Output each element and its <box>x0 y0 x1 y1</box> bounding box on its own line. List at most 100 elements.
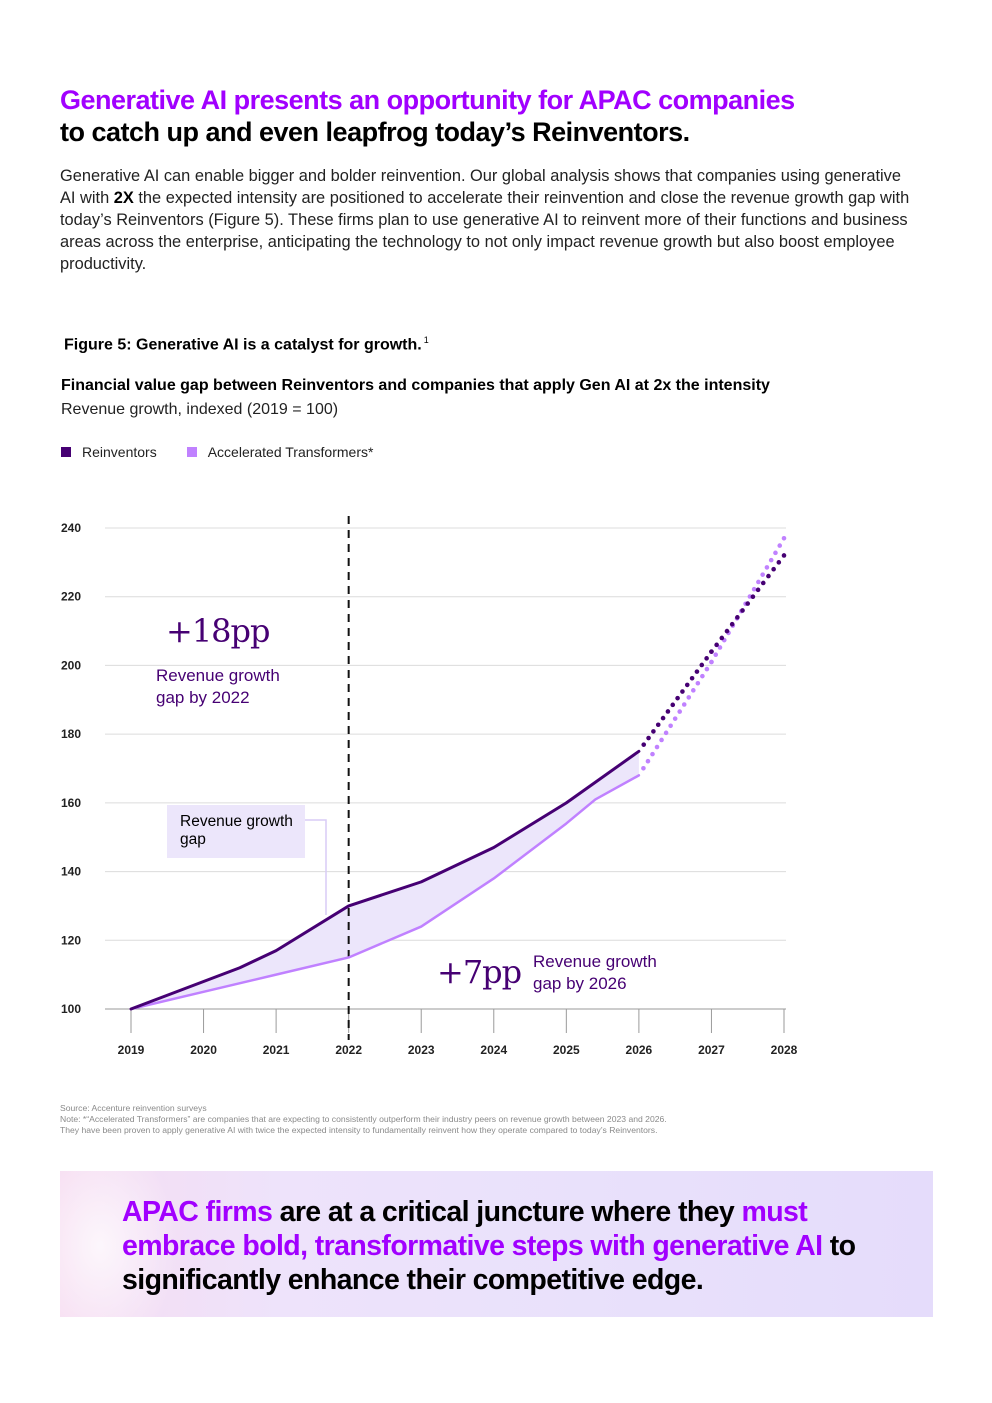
x-tick-label-2019: 2019 <box>118 1043 145 1057</box>
headline-line-2: to catch up and even leapfrog today’s Re… <box>60 117 690 147</box>
legend-swatch-reinventors <box>61 447 71 457</box>
banner-seg-4: to significantly enhance their competiti… <box>122 1230 856 1296</box>
series-0-projected-dot-7 <box>675 695 680 701</box>
series-1-projected-dot-18 <box>717 645 723 650</box>
series-1-projected-dot-0 <box>641 765 646 771</box>
series-0-projected-dot-11 <box>694 669 700 674</box>
series-0-projected-dot-27 <box>771 566 776 572</box>
series-0-projected-dot-3 <box>655 722 661 728</box>
series-0-projected-dot-26 <box>766 573 771 579</box>
series-1-projected-dot-29 <box>764 565 770 570</box>
series-1-projected-dot-6 <box>668 723 673 729</box>
gap-callout-label: Revenue growth gap <box>180 813 293 848</box>
series-0-projected-dot-15 <box>709 649 714 654</box>
gap-2022-label: Revenue growth gap by 2022 <box>156 665 280 709</box>
series-0-projected-dot-9 <box>684 682 690 688</box>
y-tick-label-120: 120 <box>61 933 81 947</box>
series-0-projected-dot-0 <box>641 742 647 747</box>
line-chart: 100 120 140 160 180 200 220 240 2019 2020 2021 2022… <box>61 516 798 1057</box>
y-tick-label-160: 160 <box>61 796 81 810</box>
legend-item-accelerated: Accelerated Transformers* <box>186 444 374 460</box>
figure-title: Figure 5: Generative AI is a catalyst fo… <box>64 335 429 354</box>
series-0-projected-dot-20 <box>735 615 740 620</box>
figure-title-text: Figure 5: Generative AI is a catalyst fo… <box>64 336 422 354</box>
series-1-projected-dot-26 <box>751 586 757 592</box>
legend-label-accelerated: Accelerated Transformers* <box>207 444 374 460</box>
series-1-projected-dot-13 <box>700 673 705 679</box>
banner-seg-3: must embrace bold, transformative steps … <box>122 1196 823 1262</box>
headline: Generative AI presents an opportunity fo… <box>60 84 940 148</box>
series-line-1 <box>129 774 641 1011</box>
series-1-projected-dot-16 <box>709 659 714 665</box>
series-0-projected-dot-22 <box>745 601 751 606</box>
footnote-ref[interactable]: 1 <box>423 335 429 345</box>
series-0-projected-dot-10 <box>689 675 695 681</box>
series-0-projected-dot-25 <box>760 580 766 586</box>
chart-subtitle: Revenue growth, indexed (2019 = 100) <box>61 401 339 418</box>
y-tick-label-220: 220 <box>61 590 81 604</box>
series-1-projected-dot-11 <box>691 688 696 693</box>
body-bold: 2X <box>113 189 134 207</box>
series-1-projected-dot-17 <box>713 652 719 658</box>
series-0-projected-dot-12 <box>699 662 705 668</box>
series-1-projected-dot-5 <box>663 730 669 736</box>
footnote-note-1: Note: *“Accelerated Transformers” are co… <box>60 1114 667 1124</box>
footnote-note-2: They have been proven to apply generativ… <box>60 1125 658 1135</box>
body-paragraph: Generative AI can enable bigger and bold… <box>60 165 920 275</box>
series-1-projected-dot-14 <box>704 666 710 672</box>
x-tick-label-2020: 2020 <box>190 1043 217 1057</box>
series-0-projected-dot-1 <box>646 735 651 741</box>
series-1-projected-dot-8 <box>677 709 683 714</box>
series-0-projected-dot-2 <box>651 729 656 734</box>
footnote-source: Source: Accenture reinvention surveys <box>60 1103 207 1113</box>
series-0-projected-dot-23 <box>750 594 756 600</box>
series-0-projected-dot-29 <box>781 553 787 558</box>
legend-swatch-accelerated <box>186 447 197 457</box>
x-tick-label-2026: 2026 <box>626 1043 653 1057</box>
banner-seg-1: APAC firms <box>122 1196 273 1228</box>
series-1-projected-dot-3 <box>654 744 660 750</box>
series-0-projected-dot-4 <box>660 715 666 721</box>
series-1-projected-dot-31 <box>773 550 778 556</box>
series-1-projected-dot-2 <box>650 751 655 757</box>
body-part-1: Generative AI can enable bigger and bold… <box>60 167 901 207</box>
series-0-projected-dot-21 <box>740 608 745 613</box>
series-0-projected-dot-18 <box>724 628 730 634</box>
legend-label-reinventors: Reinventors <box>82 444 157 460</box>
gap-2026-value: +7pp <box>437 953 522 991</box>
body-part-2: the expected intensity are positioned to… <box>60 189 910 273</box>
footnotes: Source: Accenture reinvention surveys No… <box>60 1103 667 1136</box>
banner-seg-2: are at a critical juncture where they <box>272 1196 742 1228</box>
series-1-projected-dot-1 <box>645 758 651 764</box>
series-1-projected-dot-10 <box>686 695 692 700</box>
series-line-0 <box>129 749 641 1011</box>
series-0-projected-dot-17 <box>719 635 725 641</box>
series-0-projected-dot-5 <box>665 709 671 714</box>
chart-title: Financial value gap between Reinventors … <box>61 377 770 394</box>
y-tick-label-180: 180 <box>61 727 81 741</box>
gap-2022-label-line-1: Revenue growth <box>156 666 280 685</box>
x-tick-label-2024: 2024 <box>480 1043 507 1057</box>
series-1-projected-dot-12 <box>695 680 701 686</box>
x-tick-label-2023: 2023 <box>408 1043 435 1057</box>
series-0-projected-dot-13 <box>704 656 709 661</box>
series-0-projected-dot-8 <box>680 689 685 694</box>
gap-2026-label-line-2: gap by 2026 <box>533 974 627 993</box>
x-tick-label-2025: 2025 <box>553 1043 580 1057</box>
series-0-projected-dot-16 <box>714 642 719 648</box>
y-tick-label-100: 100 <box>61 1002 81 1016</box>
gap-2026-label-line-1: Revenue growth <box>533 952 657 971</box>
series-1-projected-dot-27 <box>756 579 761 585</box>
series-0-projected-dot-24 <box>755 587 761 593</box>
legend-item-reinventors: Reinventors <box>61 444 157 460</box>
x-tick-label-2021: 2021 <box>263 1043 290 1057</box>
gap-2022-value: +18pp <box>166 612 270 650</box>
y-tick-label-140: 140 <box>61 865 81 879</box>
banner-glow <box>60 1171 180 1317</box>
series-1-projected-dot-4 <box>659 737 664 743</box>
x-tick-label-2028: 2028 <box>771 1043 798 1057</box>
x-tick-label-2022: 2022 <box>335 1043 362 1057</box>
x-tick-label-2027: 2027 <box>698 1043 725 1057</box>
gap-2022-label-line-2: gap by 2022 <box>156 688 250 707</box>
series-1-projected-dot-32 <box>777 543 783 548</box>
